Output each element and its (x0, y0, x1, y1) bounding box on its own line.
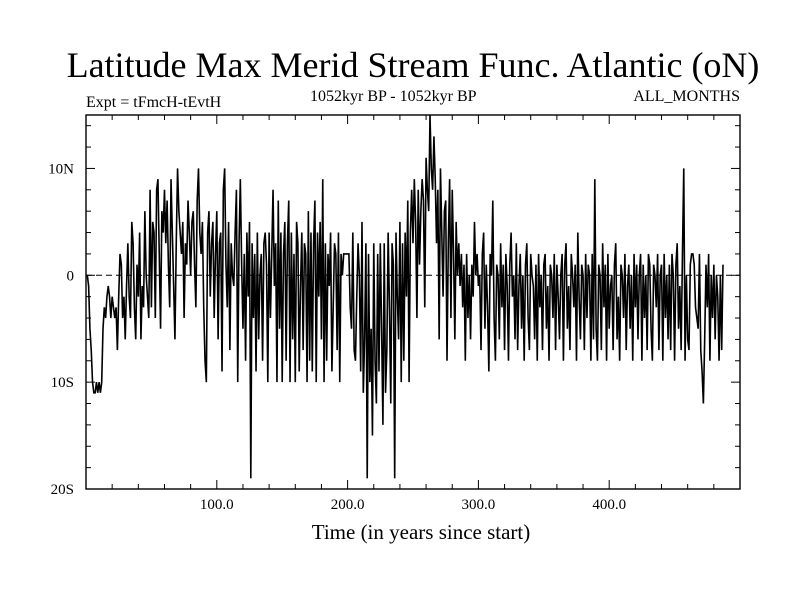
tick-labels: 100.0 200.0 300.0 400.0 10N 0 10S 20S (48, 161, 626, 513)
months-label: ALL_MONTHS (633, 88, 740, 105)
period-label: 1052kyr BP - 1052kyr BP (310, 88, 477, 105)
y-tick-label: 20S (51, 482, 74, 498)
x-tick-label: 200.0 (331, 497, 365, 513)
x-tick-label: 400.0 (592, 497, 626, 513)
x-tick-label: 300.0 (462, 497, 496, 513)
series-line (86, 114, 724, 479)
experiment-label: Expt = tFmcH-tEvtH (86, 94, 222, 111)
y-tick-label: 0 (67, 268, 75, 284)
y-tick-label: 10N (48, 161, 74, 177)
x-axis-title: Time (in years since start) (312, 520, 531, 544)
y-tick-label: 10S (51, 375, 74, 391)
x-tick-label: 100.0 (200, 497, 234, 513)
chart-title: Latitude Max Merid Stream Func. Atlantic… (66, 45, 760, 85)
plot-frame (85, 114, 741, 490)
